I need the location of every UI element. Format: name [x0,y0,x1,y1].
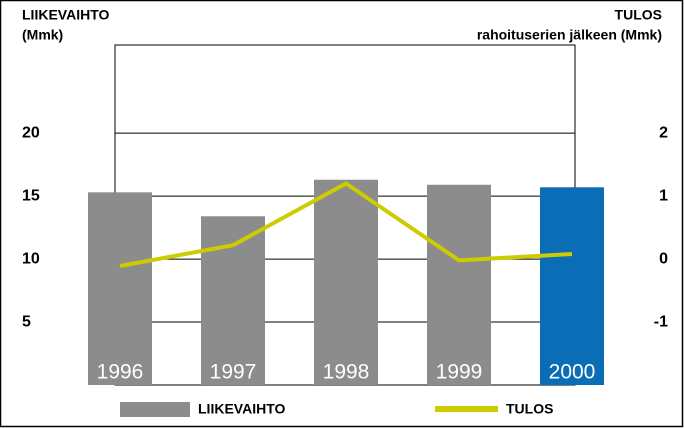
y2-tick-label: 2 [659,124,668,141]
bar [314,179,378,385]
y2-axis-title: TULOS [615,7,662,23]
y2-tick-label: -1 [654,313,668,330]
x-tick-label: 2000 [549,361,596,384]
legend-swatch [120,402,190,417]
legend-label: TULOS [506,401,553,417]
y-axis-title: (Mmk) [22,27,63,43]
y-tick-label: 15 [22,187,40,204]
y-tick-label: 10 [22,250,40,267]
bar [540,187,604,385]
y-tick-label: 5 [22,313,31,330]
x-tick-label: 1998 [323,361,370,384]
x-tick-label: 1996 [97,361,144,384]
y-axis-title: LIIKEVAIHTO [22,7,109,23]
y2-tick-label: 0 [659,250,668,267]
y2-axis-title: rahoituserien jälkeen (Mmk) [477,27,662,43]
legend-label: LIIKEVAIHTO [198,401,285,417]
x-tick-label: 1999 [436,361,483,384]
bar [88,192,152,385]
line [119,181,573,268]
y-tick-label: 20 [22,124,40,141]
bar [427,184,491,385]
x-tick-label: 1997 [210,361,257,384]
y2-tick-label: 1 [659,187,668,204]
